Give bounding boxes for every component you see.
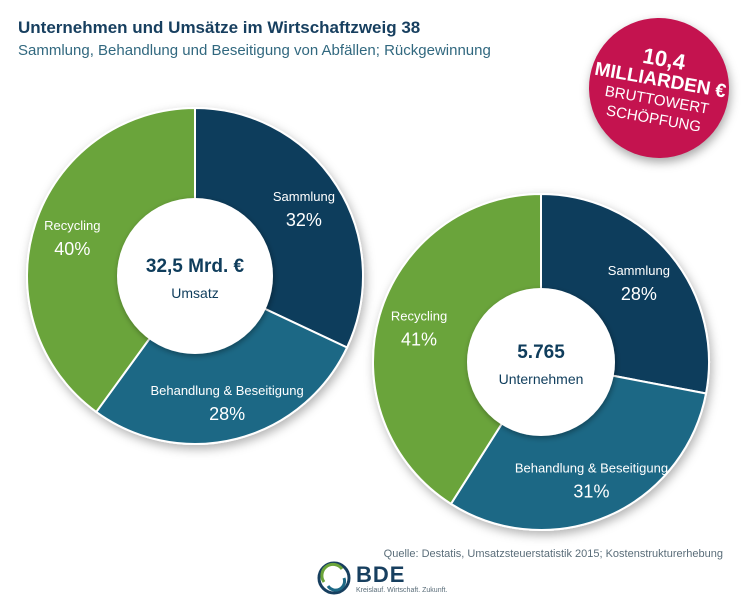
bde-logo: BDE Kreislauf. Wirtschaft. Zukunft. [316,560,447,600]
center-value: 5.765 [517,342,565,363]
logo-tagline: Kreislauf. Wirtschaft. Zukunft. [356,587,448,594]
donut-hole [467,288,615,436]
bde-logo-icon [317,561,351,595]
umsatz-donut-chart: Sammlung 32% Behandlung & Beseitigung 28% Re… [26,106,364,445]
logo-name: BDE [356,562,406,587]
chart-title: Unternehmen und Umsätze im Wirtschaftzwe… [18,18,421,37]
slice-recycling [372,192,542,506]
slice-value-label: 28% [621,284,657,304]
source-note: Quelle: Destatis, Umsatzsteuerstatistik … [383,548,723,560]
slice-value-label: 41% [401,330,437,350]
slice-label: Recycling [44,218,100,233]
slice-behandlung-beseitigung [94,274,349,445]
slice-label: Behandlung & Beseitigung [150,383,303,398]
center-label: Umsatz [171,285,218,301]
donut-hole [117,198,273,354]
slice-value-label: 31% [573,482,609,502]
slice-label: Recycling [391,309,447,324]
slice-recycling [26,106,196,414]
center-label: Unternehmen [499,371,584,387]
slice-value-label: 40% [54,239,90,259]
slice-label: Sammlung [608,263,670,278]
slice-label: Sammlung [273,189,335,204]
chart-subtitle: Sammlung, Behandlung und Beseitigung von… [18,42,491,59]
center-value: 32,5 Mrd. € [146,256,245,277]
slice-label: Behandlung & Beseitigung [515,461,668,476]
slice-value-label: 32% [286,210,322,230]
slice-value-label: 28% [209,404,245,424]
unternehmen-donut-chart: Sammlung 28% Behandlung & Beseitigung 31% Re… [372,192,710,531]
